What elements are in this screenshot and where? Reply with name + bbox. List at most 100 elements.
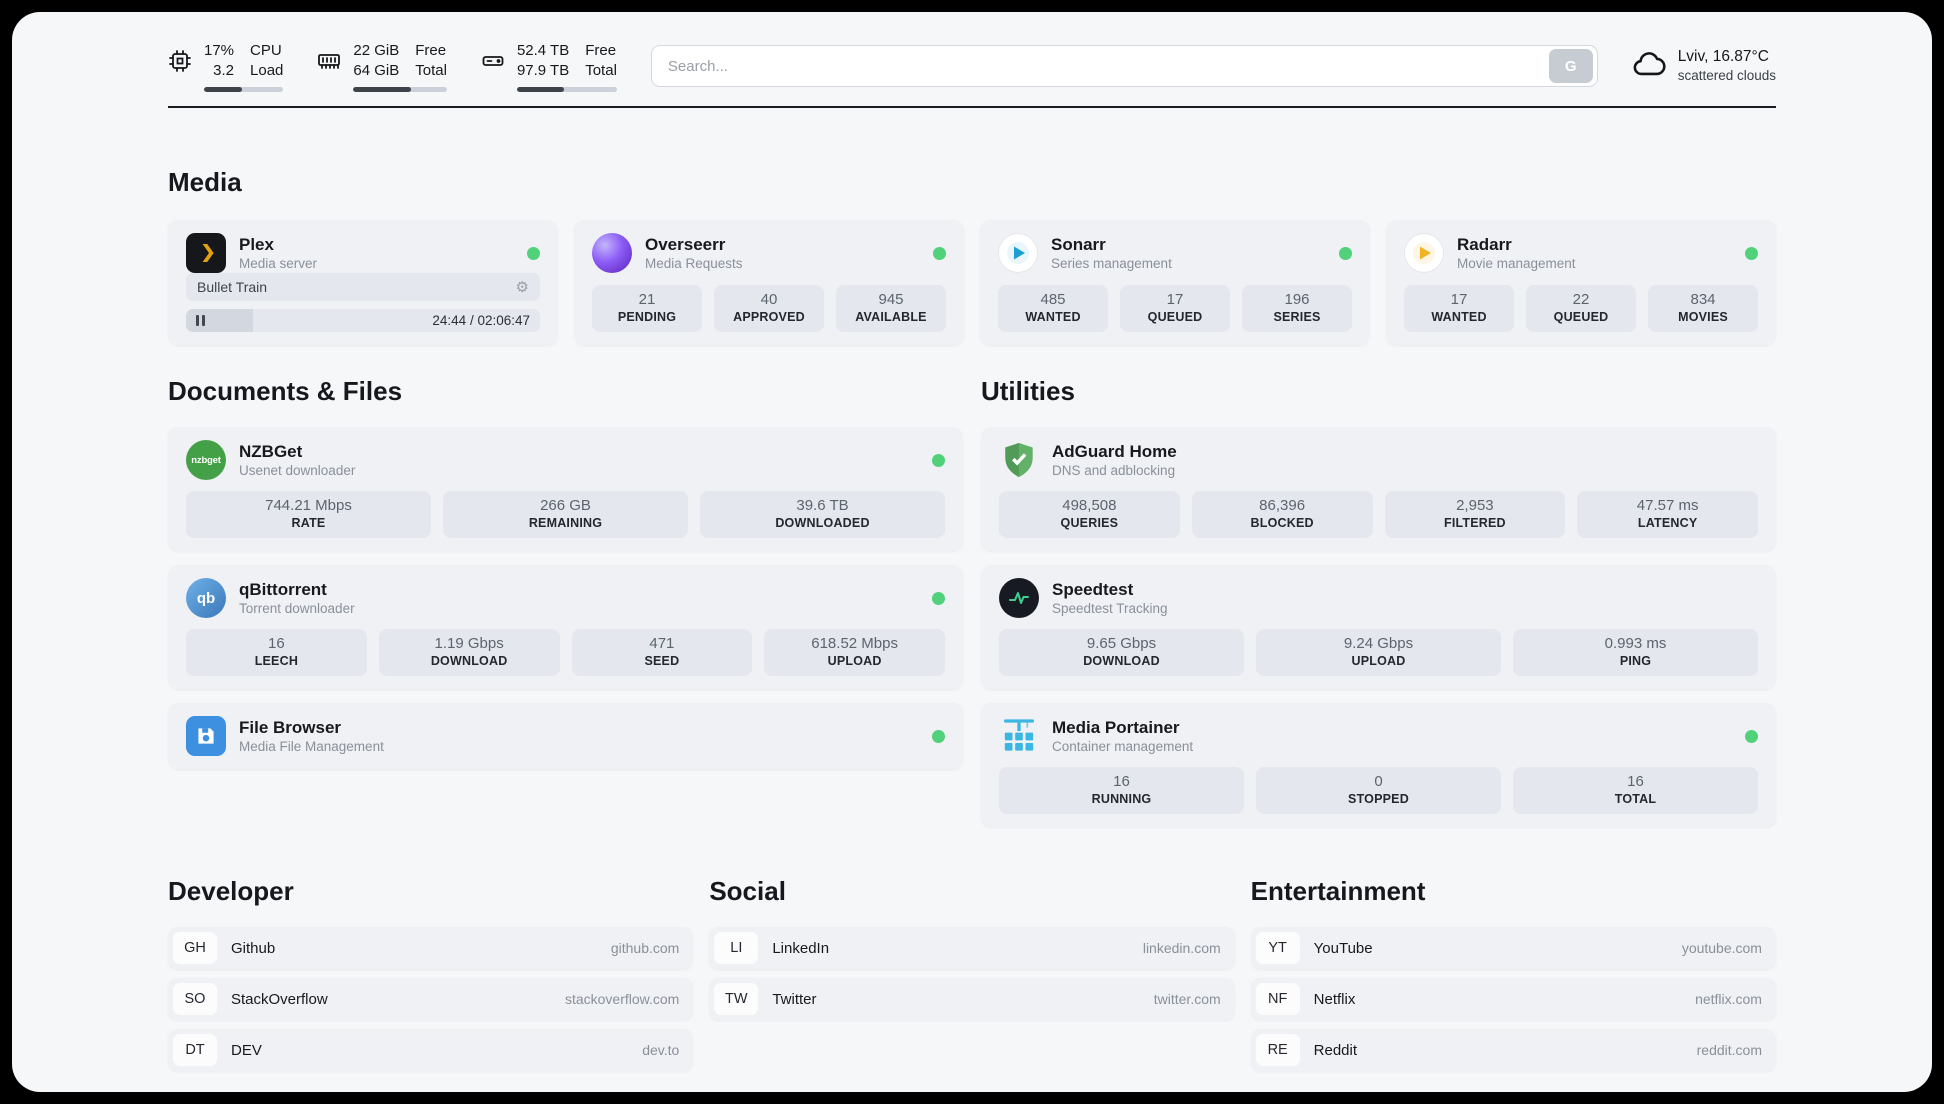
ram-values: 22 GiB 64 GiB	[353, 41, 399, 81]
stat-box: 618.52 Mbps UPLOAD	[764, 629, 945, 676]
playback-progress-bar[interactable]: 24:44 / 02:06:47	[186, 309, 540, 332]
status-dot	[1745, 246, 1758, 260]
now-playing-title: Bullet Train	[197, 279, 268, 295]
ram-total: 64 GiB	[353, 61, 400, 79]
link-abbr: NF	[1255, 983, 1300, 1015]
ram-free: 22 GiB	[353, 41, 400, 59]
link-name: Github	[231, 939, 276, 957]
app-name: Speedtest	[1052, 580, 1134, 599]
cpu-values: 17% 3.2	[204, 41, 234, 81]
stat-box: 16 TOTAL	[1513, 767, 1758, 814]
stat-value: 498,508	[1062, 497, 1117, 514]
stat-label: QUEUED	[1147, 310, 1203, 324]
app-subtitle: Media Requests	[645, 256, 743, 271]
app-card-plex[interactable]: Plex Media server Bullet Train ⚙ 24:44 /…	[168, 220, 558, 345]
dashboard-panel: 17% 3.2 CPU Load	[12, 12, 1932, 1092]
app-name: Overseerr	[645, 235, 726, 254]
app-card-sonarr[interactable]: Sonarr Series management 485 WANTED 17 QUE…	[980, 220, 1370, 345]
link-abbr: LI	[714, 932, 759, 964]
stat-label: PING	[1619, 654, 1652, 668]
stat-label: MOVIES	[1678, 310, 1728, 324]
app-card-radarr[interactable]: Radarr Movie management 17 WANTED 22 QUEUE…	[1386, 220, 1776, 345]
media-grid: Plex Media server Bullet Train ⚙ 24:44 /…	[168, 220, 1776, 345]
stat-value: 266 GB	[540, 497, 591, 514]
stat-value: 39.6 TB	[796, 497, 849, 514]
cpu-label-bottom: Load	[250, 61, 284, 79]
link-name: YouTube	[1313, 939, 1373, 957]
now-playing-row: Bullet Train ⚙	[186, 273, 540, 301]
link-url: twitter.com	[1153, 991, 1221, 1007]
link-url: netflix.com	[1695, 991, 1762, 1007]
link-abbr: SO	[173, 983, 217, 1015]
link-url: stackoverflow.com	[564, 991, 680, 1007]
stat-box: 40 APPROVED	[714, 285, 824, 332]
app-card-filebrowser[interactable]: File Browser Media File Management	[168, 703, 963, 769]
radarr-icon	[1404, 233, 1444, 273]
search-input[interactable]	[667, 57, 1549, 75]
stat-value: 16	[1627, 773, 1644, 790]
app-card-nzbget[interactable]: nzbget NZBGet Usenet downloader 744.21 M…	[168, 427, 963, 551]
stats-row: 21 PENDING 40 APPROVED 945 AVAILABLE	[592, 274, 946, 332]
gear-icon[interactable]: ⚙	[515, 279, 529, 296]
disk-label-top: Free	[585, 41, 617, 59]
stats-row: 498,508 QUERIES 86,396 BLOCKED 2,953 FILTER…	[999, 480, 1758, 538]
stat-label: WANTED	[1025, 310, 1081, 324]
playback-time: 24:44 / 02:06:47	[432, 313, 530, 328]
stat-value: 86,396	[1259, 497, 1306, 514]
link-abbr: TW	[714, 983, 759, 1015]
app-card-overseerr[interactable]: Overseerr Media Requests 21 PENDING 40 APP…	[574, 220, 964, 345]
app-name: Sonarr	[1051, 235, 1106, 254]
stat-value: 945	[878, 291, 904, 308]
app-card-speedtest[interactable]: Speedtest Speedtest Tracking 9.65 Gbps DO…	[981, 565, 1776, 689]
app-name: NZBGet	[239, 442, 303, 461]
pause-icon[interactable]	[196, 315, 205, 326]
status-dot	[932, 729, 945, 743]
stat-value: 47.57 ms	[1636, 497, 1699, 514]
app-card-adguard[interactable]: AdGuard Home DNS and adblocking 498,508 Q…	[981, 427, 1776, 551]
stat-label: SEED	[644, 654, 680, 668]
cpu-label-top: CPU	[250, 41, 282, 59]
link-abbr: DT	[173, 1034, 217, 1066]
link-row-github[interactable]: GH Github github.com	[168, 927, 694, 969]
disk-usage-bar	[516, 86, 617, 92]
sonarr-icon	[998, 233, 1038, 273]
stat-label: DOWNLOADED	[775, 516, 870, 530]
stat-label: REMAINING	[528, 516, 603, 530]
app-subtitle: DNS and adblocking	[1052, 463, 1176, 478]
stats-row: 16 LEECH 1.19 Gbps DOWNLOAD 471 SEED 618.52…	[186, 618, 945, 676]
app-name: Plex	[239, 235, 274, 254]
section-title-entertainment: Entertainment	[1250, 876, 1426, 906]
stat-value: 16	[1113, 773, 1130, 790]
app-subtitle: Media File Management	[239, 739, 384, 754]
ram-icon	[317, 41, 341, 73]
stat-label: TOTAL	[1614, 792, 1657, 806]
overseerr-icon	[592, 233, 632, 273]
stat-value: 22	[1572, 291, 1590, 308]
stat-box: 17 WANTED	[1404, 285, 1514, 332]
weather-location: Lviv, 16.87°C	[1677, 48, 1769, 65]
link-row-dev[interactable]: DT DEV dev.to	[168, 1029, 694, 1071]
link-row-netflix[interactable]: NF Netflix netflix.com	[1250, 978, 1776, 1020]
link-row-reddit[interactable]: RE Reddit reddit.com	[1250, 1029, 1776, 1071]
stat-value: 2,953	[1456, 497, 1494, 514]
ram-widget: 22 GiB 64 GiB Free Total	[317, 41, 447, 92]
stat-box: 16 LEECH	[186, 629, 367, 676]
stat-box: 1.19 Gbps DOWNLOAD	[378, 629, 560, 676]
link-row-twitter[interactable]: TW Twitter twitter.com	[709, 978, 1235, 1020]
link-row-linkedin[interactable]: LI LinkedIn linkedin.com	[709, 927, 1235, 969]
search-bar: G	[650, 45, 1598, 87]
app-name: Media Portainer	[1052, 718, 1180, 737]
stat-label: DOWNLOAD	[430, 654, 508, 668]
app-subtitle: Speedtest Tracking	[1052, 601, 1168, 616]
developer-column: Developer GH Github github.com SO StackO…	[168, 875, 694, 1080]
entertainment-column: Entertainment YT YouTube youtube.com NF …	[1250, 875, 1776, 1080]
app-card-portainer[interactable]: Media Portainer Container management 16 R…	[981, 703, 1776, 827]
topbar: 17% 3.2 CPU Load	[168, 34, 1776, 98]
search-engine-button[interactable]: G	[1548, 49, 1593, 83]
stat-box: 2,953 FILTERED	[1384, 491, 1566, 538]
app-card-qbittorrent[interactable]: qb qBittorrent Torrent downloader 16 LEEC…	[168, 565, 963, 689]
link-row-youtube[interactable]: YT YouTube youtube.com	[1250, 927, 1776, 969]
stat-value: 40	[760, 291, 778, 308]
section-title-social: Social	[709, 876, 786, 906]
link-row-stackoverflow[interactable]: SO StackOverflow stackoverflow.com	[168, 978, 694, 1020]
